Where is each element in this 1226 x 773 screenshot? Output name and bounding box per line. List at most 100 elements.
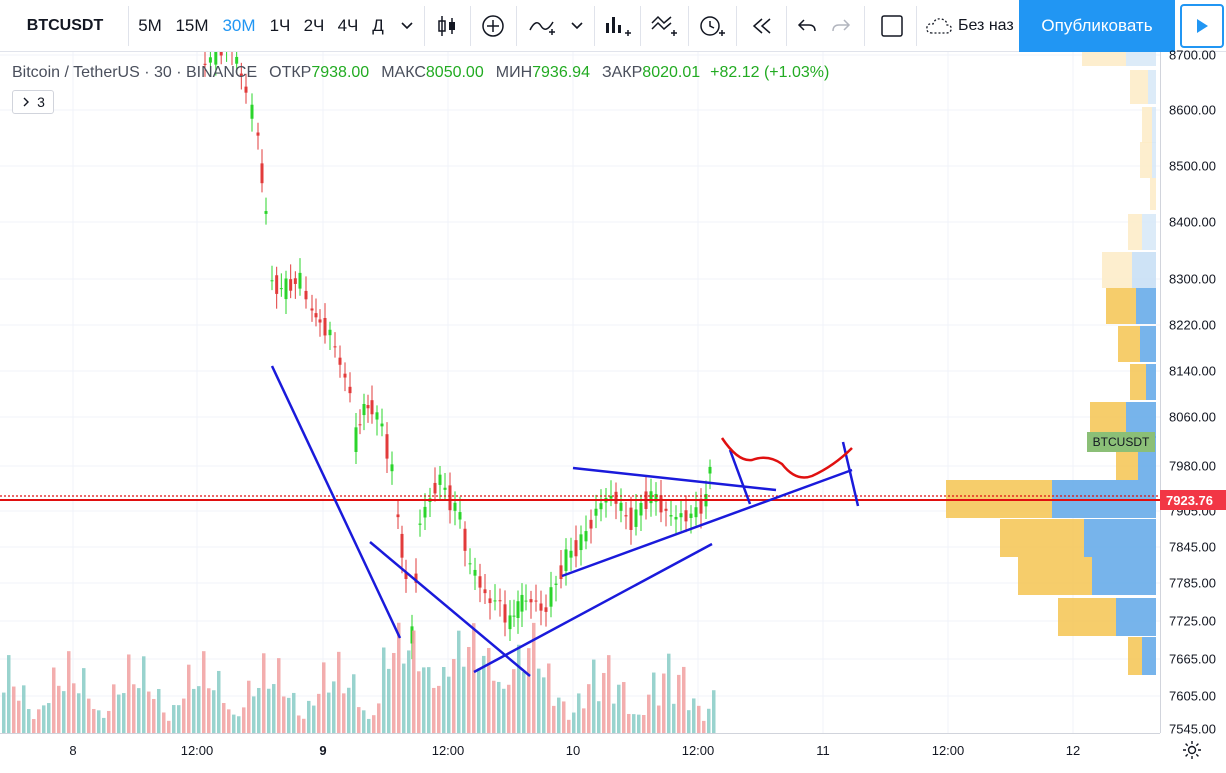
candle-body xyxy=(244,86,248,93)
volume-bar xyxy=(292,692,296,733)
volume-bar xyxy=(52,667,56,733)
trendline-drawing xyxy=(728,449,752,505)
template-name[interactable]: Без наз xyxy=(958,17,1014,34)
volume-bar xyxy=(442,667,446,733)
volume-profile-buy xyxy=(1082,52,1126,66)
replay-icon[interactable] xyxy=(742,0,782,52)
candle-body xyxy=(654,493,658,502)
symbol-search[interactable]: BTCUSDT xyxy=(26,17,104,34)
interval-1h[interactable]: 1Ч xyxy=(269,16,291,35)
volume-bar xyxy=(507,684,511,733)
price-tick: 7605.00 xyxy=(1169,688,1216,704)
forecast-curve-drawing xyxy=(720,437,853,479)
candle-body xyxy=(508,615,512,630)
price-tick: 7665.00 xyxy=(1169,651,1216,667)
candle-body xyxy=(203,63,207,65)
volume-bar xyxy=(422,667,426,733)
candle-body xyxy=(385,434,389,459)
candle-body xyxy=(366,405,370,409)
candle-body xyxy=(599,503,603,510)
volume-bar xyxy=(452,659,456,733)
undo-icon[interactable] xyxy=(792,0,822,52)
volume-profile-buy xyxy=(1130,364,1146,400)
candle-body xyxy=(689,513,693,518)
volume-bar xyxy=(622,682,626,733)
candles-chart-type-icon[interactable] xyxy=(430,0,464,52)
volume-bar xyxy=(207,688,211,733)
symbol-price-tag: BTCUSDT xyxy=(1087,432,1155,452)
volume-bar xyxy=(447,676,451,733)
time-tick: 9 xyxy=(319,743,327,758)
indicators-collapse-button[interactable]: 3 xyxy=(12,90,54,114)
publish-button[interactable]: Опубликовать xyxy=(1019,0,1175,52)
settings-gear-icon[interactable] xyxy=(1182,740,1202,760)
volume-bar xyxy=(562,701,566,733)
time-tick: 12:00 xyxy=(431,743,465,758)
interval-30m[interactable]: 30М xyxy=(222,16,256,35)
volume-bar xyxy=(602,672,606,733)
candle-body xyxy=(396,514,400,518)
candle-body xyxy=(473,569,477,576)
layout-icon[interactable] xyxy=(872,0,912,52)
interval-2h[interactable]: 2Ч xyxy=(303,16,325,35)
indicators-icon[interactable] xyxy=(522,0,562,52)
strategies-icon[interactable] xyxy=(644,0,684,52)
volume-bar xyxy=(357,707,361,733)
volume-bar xyxy=(457,630,461,733)
volume-bar xyxy=(557,697,561,733)
volume-profile-sell xyxy=(1142,214,1156,250)
price-tick: 7980.00 xyxy=(1169,458,1216,474)
candle-body xyxy=(624,515,628,517)
volume-profile-buy xyxy=(1058,598,1116,636)
volume-bar xyxy=(522,671,526,733)
candle-body xyxy=(649,491,653,504)
volume-bar xyxy=(552,705,556,733)
compare-add-icon[interactable] xyxy=(476,0,510,52)
candle-body xyxy=(699,498,703,514)
play-icon[interactable] xyxy=(1180,4,1224,48)
candle-body xyxy=(503,604,507,623)
candle-body xyxy=(639,502,643,516)
volume-bar xyxy=(117,694,121,733)
volume-bar xyxy=(372,715,376,733)
interval-day[interactable]: Д xyxy=(372,16,384,35)
price-axis[interactable]: 8700.00 8600.00 8500.00 8400.00 8300.00 … xyxy=(1160,48,1226,737)
candle-body xyxy=(370,400,374,415)
volume-bar xyxy=(107,710,111,733)
toolbar-divider xyxy=(516,6,517,46)
indicators-dropdown-icon[interactable] xyxy=(566,0,588,52)
price-tick: 8600.00 xyxy=(1169,102,1216,118)
candle-body xyxy=(323,317,327,336)
volume-bar xyxy=(77,693,81,733)
trendline-drawing xyxy=(572,466,777,492)
interval-5m[interactable]: 5М xyxy=(138,16,162,35)
interval-4h[interactable]: 4Ч xyxy=(337,16,359,35)
volume-bar xyxy=(577,693,581,733)
candle-body xyxy=(418,523,422,525)
candle-body xyxy=(270,280,274,282)
symbol-description: Bitcoin / TetherUS · 30 · BINANCE xyxy=(12,64,258,81)
financials-icon[interactable] xyxy=(598,0,638,52)
candle-body xyxy=(708,466,712,474)
volume-bar xyxy=(222,703,226,733)
volume-bar xyxy=(92,708,96,733)
volume-bar xyxy=(617,684,621,733)
volume-bar xyxy=(697,705,701,733)
volume-bar xyxy=(437,685,441,733)
cloud-icon[interactable] xyxy=(922,0,956,52)
chart-area[interactable] xyxy=(0,52,1160,733)
toolbar-divider xyxy=(470,6,471,46)
volume-bar xyxy=(412,630,416,733)
interval-dropdown-icon[interactable] xyxy=(396,0,418,52)
volume-bar xyxy=(427,667,431,733)
candle-body xyxy=(549,587,553,607)
candle-body xyxy=(400,533,404,558)
alert-clock-icon[interactable] xyxy=(692,0,732,52)
volume-profile-buy xyxy=(1142,107,1152,143)
candle-body xyxy=(284,278,288,300)
interval-15m[interactable]: 15М xyxy=(175,16,209,35)
volume-bar xyxy=(47,703,51,733)
candle-body xyxy=(584,531,588,542)
redo-icon[interactable] xyxy=(826,0,856,52)
time-axis[interactable]: 8 12:00 9 12:00 10 12:00 11 12:00 12 xyxy=(0,733,1160,773)
